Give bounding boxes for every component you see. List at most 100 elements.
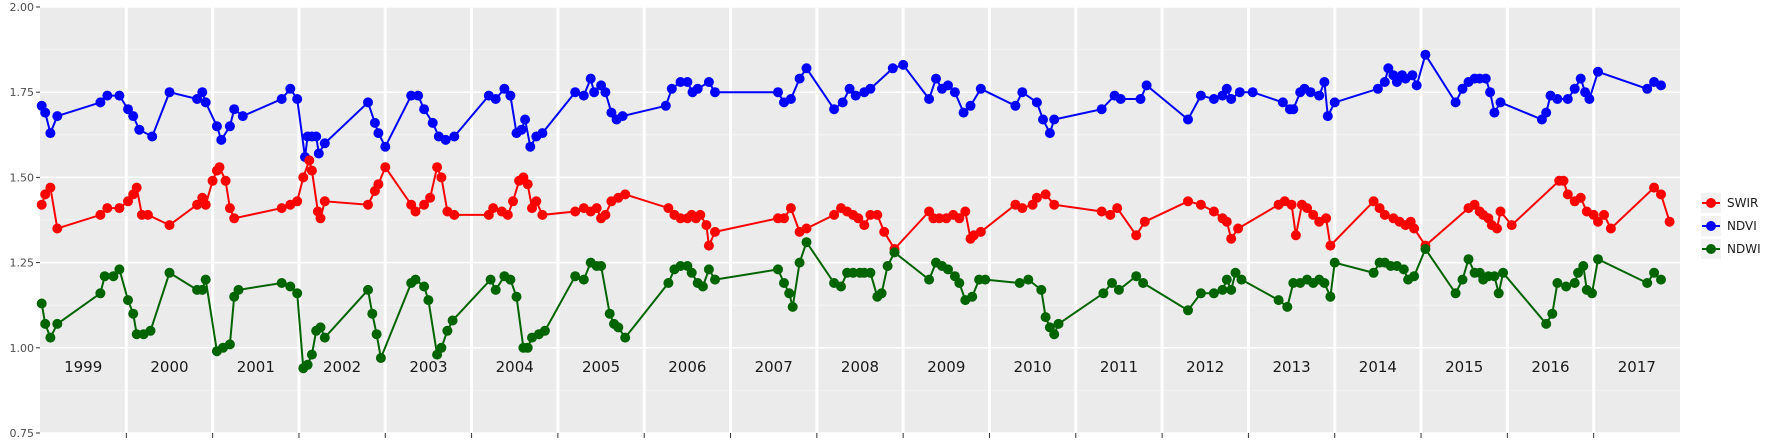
data-point-swir [1017,203,1028,214]
data-point-ndwi [613,322,624,333]
data-point-ndwi [1649,267,1660,278]
data-point-ndvi [128,111,139,122]
data-point-ndvi [313,148,324,159]
data-point-ndvi [570,87,581,98]
data-point-swir [1183,196,1193,207]
data-point-swir [425,192,436,203]
data-point-ndvi [516,124,527,135]
data-point-swir [675,213,686,224]
data-point-ndwi [686,267,697,278]
data-point-swir [1321,213,1332,224]
data-point-ndwi [773,264,783,275]
year-label: 2014 [1359,358,1397,376]
data-point-ndwi [663,278,674,288]
data-point-swir [224,203,235,214]
data-point-ndvi [197,87,208,98]
y-tick-label: 1.50 [10,171,35,184]
data-point-ndwi [967,291,978,302]
data-point-swir [508,196,518,207]
data-point-ndwi [539,325,550,336]
year-label: 2017 [1618,358,1656,376]
data-point-ndvi [285,83,296,94]
data-point-swir [1593,216,1603,227]
data-point-ndvi [1575,73,1586,84]
data-point-swir [1105,209,1116,220]
data-point-ndwi [40,318,51,329]
data-point-ndwi [779,278,789,288]
data-point-ndvi [1010,100,1021,111]
series-layer [36,49,1675,374]
data-point-swir [872,209,883,220]
data-point-ndwi [596,261,607,271]
data-point-ndwi [1113,284,1124,295]
data-point-swir [1290,230,1301,241]
data-point-ndwi [710,274,720,285]
data-point-ndwi [675,261,686,271]
data-point-ndwi [485,274,496,285]
data-point-ndvi [1017,87,1028,98]
data-point-ndwi [1195,288,1206,299]
data-point-ndvi [237,111,248,122]
data-point-swir [292,196,303,207]
data-point-ndvi [52,111,63,122]
data-point-ndwi [1036,284,1047,295]
year-label: 2011 [1100,358,1138,376]
data-point-swir [363,199,373,210]
data-point-ndvi [660,100,671,111]
legend-item-ndwi: NDWI [1701,239,1761,259]
data-point-ndvi [1372,83,1383,94]
data-point-ndvi [1411,80,1422,91]
legend-label: SWIR [1727,196,1758,210]
data-point-ndwi [1131,271,1142,282]
data-point-ndwi [1236,274,1247,285]
data-point-swir [1131,230,1142,241]
data-point-ndvi [380,141,391,152]
data-point-ndwi [1498,267,1509,278]
data-point-ndwi [889,247,900,258]
data-point-swir [502,209,513,220]
data-point-swir [531,196,542,207]
data-point-ndvi [200,97,211,108]
data-point-swir [934,213,945,224]
data-point-ndwi [423,295,434,306]
data-point-ndvi [865,83,876,94]
data-point-swir [1575,192,1586,203]
data-point-ndvi [449,131,460,142]
data-point-swir [276,203,287,214]
year-label: 1999 [64,358,102,376]
data-point-ndvi [606,107,617,118]
data-point-ndwi [1398,264,1409,275]
data-point-ndvi [600,87,611,98]
data-point-ndvi [1183,114,1193,125]
legend: SWIR NDVI NDWI [1701,193,1761,259]
data-point-ndvi [1288,104,1299,115]
data-point-ndwi [1573,267,1584,278]
data-point-swir [304,155,315,166]
data-point-ndvi [829,104,840,115]
data-point-swir [695,209,706,220]
data-point-swir [859,220,870,231]
data-point-ndwi [1040,312,1051,323]
data-point-ndvi [1226,94,1237,104]
data-point-ndwi [490,284,501,295]
data-point-ndvi [710,87,720,98]
legend-key-point [1706,198,1716,208]
data-point-swir [131,182,142,193]
year-label: 2004 [496,358,534,376]
data-point-ndwi [1053,318,1064,329]
data-point-ndvi [703,77,714,87]
data-point-ndwi [95,288,106,299]
legend-label: NDWI [1727,242,1761,256]
data-point-ndwi [954,278,965,288]
data-point-swir [1469,199,1480,210]
data-point-ndwi [1593,254,1603,265]
data-point-ndvi [134,124,145,135]
data-point-ndvi [224,121,235,132]
year-label: 2008 [841,358,879,376]
data-point-swir [1325,240,1336,251]
data-point-ndvi [1049,114,1060,125]
data-point-ndvi [505,90,516,101]
y-axis: 0.75 1.00 1.25 1.50 1.75 2.00 [10,1,40,440]
data-point-ndvi [440,134,451,145]
data-point-ndwi [233,284,244,295]
